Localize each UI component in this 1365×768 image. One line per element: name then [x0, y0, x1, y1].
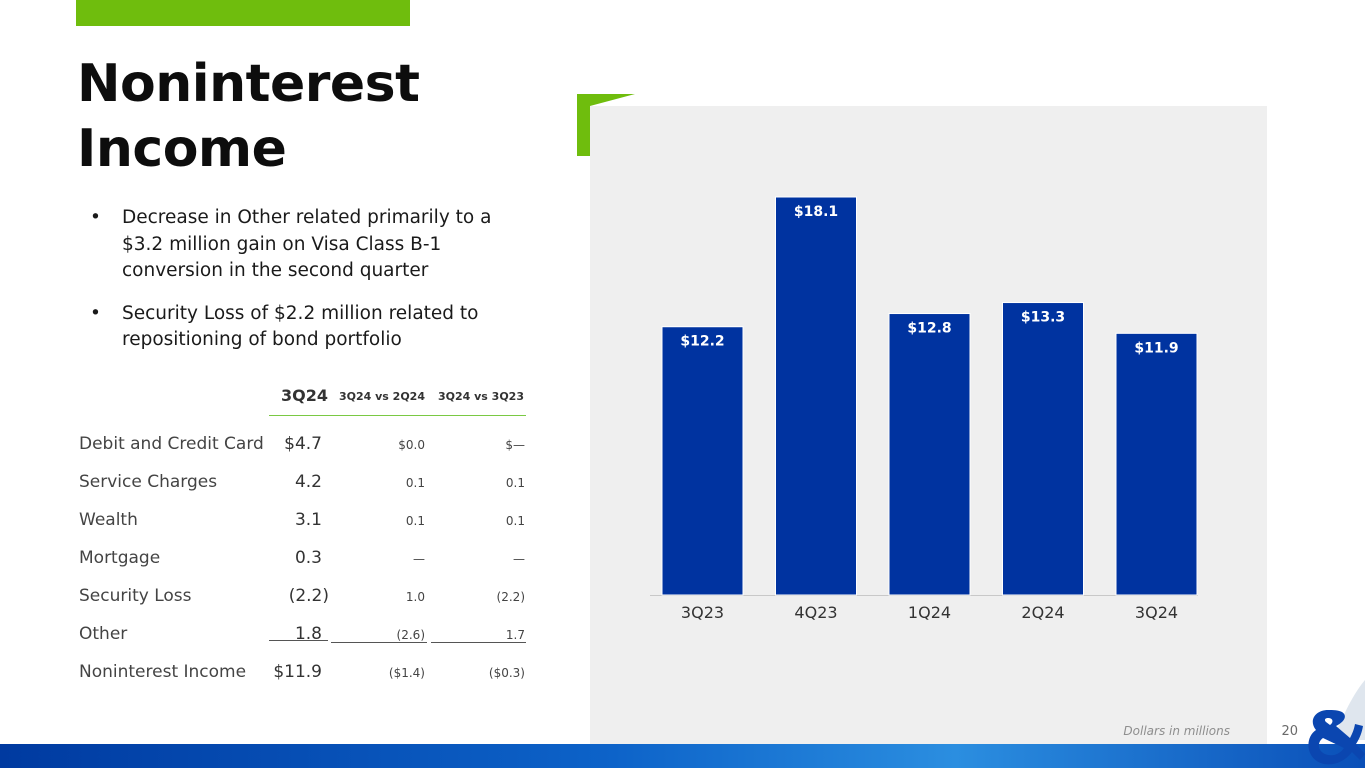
row-vs-3q23: (2.2) [496, 590, 525, 604]
row-vs-3q23: 0.1 [505, 514, 525, 528]
x-tick-label: 4Q23 [794, 603, 837, 622]
header-vs-2q24: 3Q24 vs 2Q24 [338, 390, 425, 403]
bottom-band [0, 744, 1365, 768]
x-tick-label: 2Q24 [1021, 603, 1064, 622]
table-row: Service Charges 4.2 0.1 0.1 [79, 472, 529, 502]
subtotal-rule [269, 640, 328, 641]
table-row: Debit and Credit Card $4.7 $0.0 $— [79, 434, 529, 464]
accent-bar [76, 0, 410, 26]
subtotal-rule [331, 642, 427, 643]
row-vs-2q24: — [413, 552, 425, 566]
bar-chart: $12.2 3Q23 $18.1 4Q23 $12.8 1Q24 $13.3 2Q24 $11.… [650, 196, 1198, 622]
title-line-2: Income [77, 119, 287, 179]
row-vs-2q24: 0.1 [405, 514, 425, 528]
row-vs-3q23: 1.7 [505, 628, 525, 642]
row-label: Debit and Credit Card [79, 434, 264, 454]
bullet-item: Security Loss of $2.2 million related to… [90, 301, 520, 354]
bar-4q23 [775, 196, 857, 596]
footnote: Dollars in millions [1123, 724, 1230, 738]
table-header: 3Q24 3Q24 vs 2Q24 3Q24 vs 3Q23 [79, 380, 529, 416]
row-vs-3q23: ($0.3) [488, 666, 525, 680]
bar-1q24 [888, 313, 971, 596]
bar-3q24 [1115, 332, 1198, 596]
row-vs-3q23: — [513, 552, 525, 566]
row-vs-3q23: $— [505, 438, 525, 452]
row-label: Wealth [79, 510, 138, 530]
header-vs-3q23: 3Q24 vs 3Q23 [437, 390, 524, 403]
x-tick-label: 3Q24 [1135, 603, 1178, 622]
row-vs-2q24: $0.0 [398, 438, 425, 452]
row-value: 4.2 [294, 472, 322, 492]
subtotal-rule [431, 642, 526, 643]
bar-2q24 [1002, 302, 1084, 596]
header-3q24: 3Q24 [281, 386, 328, 405]
row-label: Mortgage [79, 548, 161, 568]
table-row: Mortgage 0.3 — — [79, 548, 529, 578]
row-vs-2q24: (2.6) [396, 628, 425, 642]
data-label: $12.2 [680, 334, 724, 350]
row-vs-2q24: 1.0 [405, 590, 425, 604]
row-value: (2.2) [288, 586, 329, 606]
row-value: $11.9 [273, 662, 322, 682]
row-vs-3q23: 0.1 [505, 476, 525, 490]
row-label: Noninterest Income [79, 662, 247, 682]
corner-accent [577, 94, 635, 156]
row-label: Other [79, 624, 128, 644]
page-number: 20 [1281, 724, 1298, 739]
x-tick-label: 3Q23 [681, 603, 724, 622]
table-row: Security Loss (2.2) 1.0 (2.2) [79, 586, 529, 616]
row-value: 0.3 [294, 548, 322, 568]
bullet-item: Decrease in Other related primarily to a… [90, 205, 520, 285]
table-row: Wealth 3.1 0.1 0.1 [79, 510, 529, 540]
data-label: $18.1 [794, 204, 838, 220]
title-line-1: Noninterest [77, 54, 420, 114]
data-label: $11.9 [1134, 340, 1178, 356]
bar-3q23 [661, 326, 744, 596]
bullet-list: Decrease in Other related primarily to a… [90, 205, 520, 370]
chart-panel: $12.2 3Q23 $18.1 4Q23 $12.8 1Q24 $13.3 2Q24 $11.… [590, 106, 1267, 746]
header-rule [269, 415, 526, 416]
row-value: $4.7 [284, 434, 322, 454]
data-label: $13.3 [1021, 310, 1065, 326]
brand-logo-mark [1308, 680, 1365, 765]
row-value: 1.8 [294, 624, 322, 644]
income-table: 3Q24 3Q24 vs 2Q24 3Q24 vs 3Q23 Debit and… [79, 380, 529, 682]
row-label: Service Charges [79, 472, 218, 492]
row-vs-2q24: 0.1 [405, 476, 425, 490]
table-row-total: Noninterest Income $11.9 ($1.4) ($0.3) [79, 662, 529, 692]
data-label: $12.8 [907, 321, 951, 337]
x-tick-label: 1Q24 [908, 603, 951, 622]
table-row: Other 1.8 (2.6) 1.7 [79, 624, 529, 654]
row-vs-2q24: ($1.4) [388, 666, 425, 680]
row-label: Security Loss [79, 586, 192, 606]
slide-title: Noninterest Income [77, 52, 517, 182]
row-value: 3.1 [294, 510, 322, 530]
